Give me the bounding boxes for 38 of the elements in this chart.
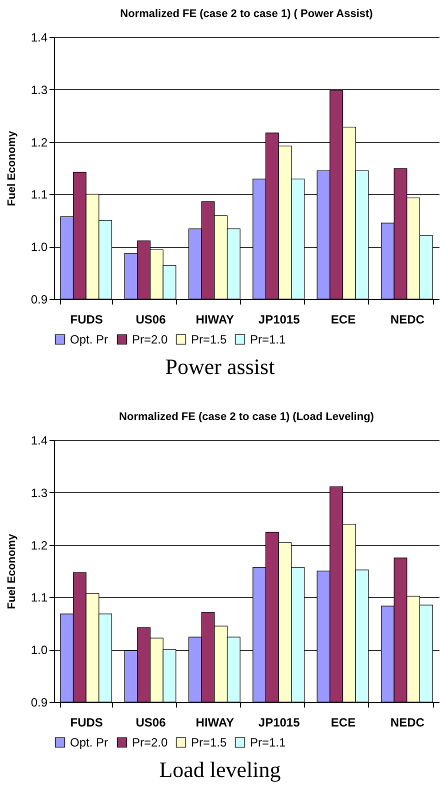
y-tick-label: 1.3 — [30, 82, 48, 97]
legend-label: Opt. Pr — [70, 332, 108, 346]
x-tick-label: FUDS — [70, 716, 103, 730]
x-tick-label: JP1015 — [258, 312, 300, 326]
legend-label: Opt. Pr — [70, 735, 108, 750]
x-tick-label: HIWAY — [196, 312, 234, 326]
chart-title: Normalized FE (case 2 to case 1) ( Power Assist) — [120, 8, 374, 20]
x-tick-label: ECE — [330, 312, 356, 326]
x-tick-label: ECE — [330, 716, 356, 730]
legend-label: Pr=1.5 — [191, 332, 228, 346]
y-axis-title: Fuel Economy — [6, 533, 18, 610]
legend-label: Pr=2.0 — [132, 332, 168, 346]
legend-label: Pr=1.1 — [250, 735, 286, 750]
y-tick-label: 1.1 — [30, 188, 48, 202]
x-tick-label: FUDS — [70, 312, 103, 326]
legend-label: Pr=1.1 — [250, 332, 286, 346]
text: Power assist — [164, 353, 276, 381]
y-tick-label: 1.0 — [30, 240, 48, 254]
chart-title: Normalized FE (case 2 to case 1) (Load Leveling) — [119, 411, 374, 423]
y-tick-label: 0.9 — [30, 292, 48, 306]
y-tick-label: 1.1 — [30, 590, 48, 605]
legend-label: Pr=1.5 — [191, 735, 228, 750]
x-tick-label: US06 — [136, 716, 166, 730]
text: Load leveling — [158, 756, 282, 784]
x-tick-label: HIWAY — [196, 716, 234, 730]
y-tick-label: 1.4 — [30, 434, 48, 448]
x-tick-label: US06 — [136, 312, 166, 326]
x-tick-label: NEDC — [390, 312, 425, 326]
y-tick-label: 1.0 — [30, 643, 48, 658]
x-tick-label: NEDC — [390, 716, 425, 730]
y-tick-label: 0.9 — [30, 696, 48, 710]
y-tick-label: 1.4 — [30, 30, 48, 44]
y-tick-label: 1.2 — [30, 135, 48, 150]
y-tick-label: 1.2 — [30, 538, 48, 552]
y-tick-label: 1.3 — [30, 486, 48, 500]
x-tick-label: JP1015 — [258, 716, 300, 730]
y-axis-title: Fuel Economy — [6, 130, 18, 206]
legend-label: Pr=2.0 — [132, 735, 168, 750]
